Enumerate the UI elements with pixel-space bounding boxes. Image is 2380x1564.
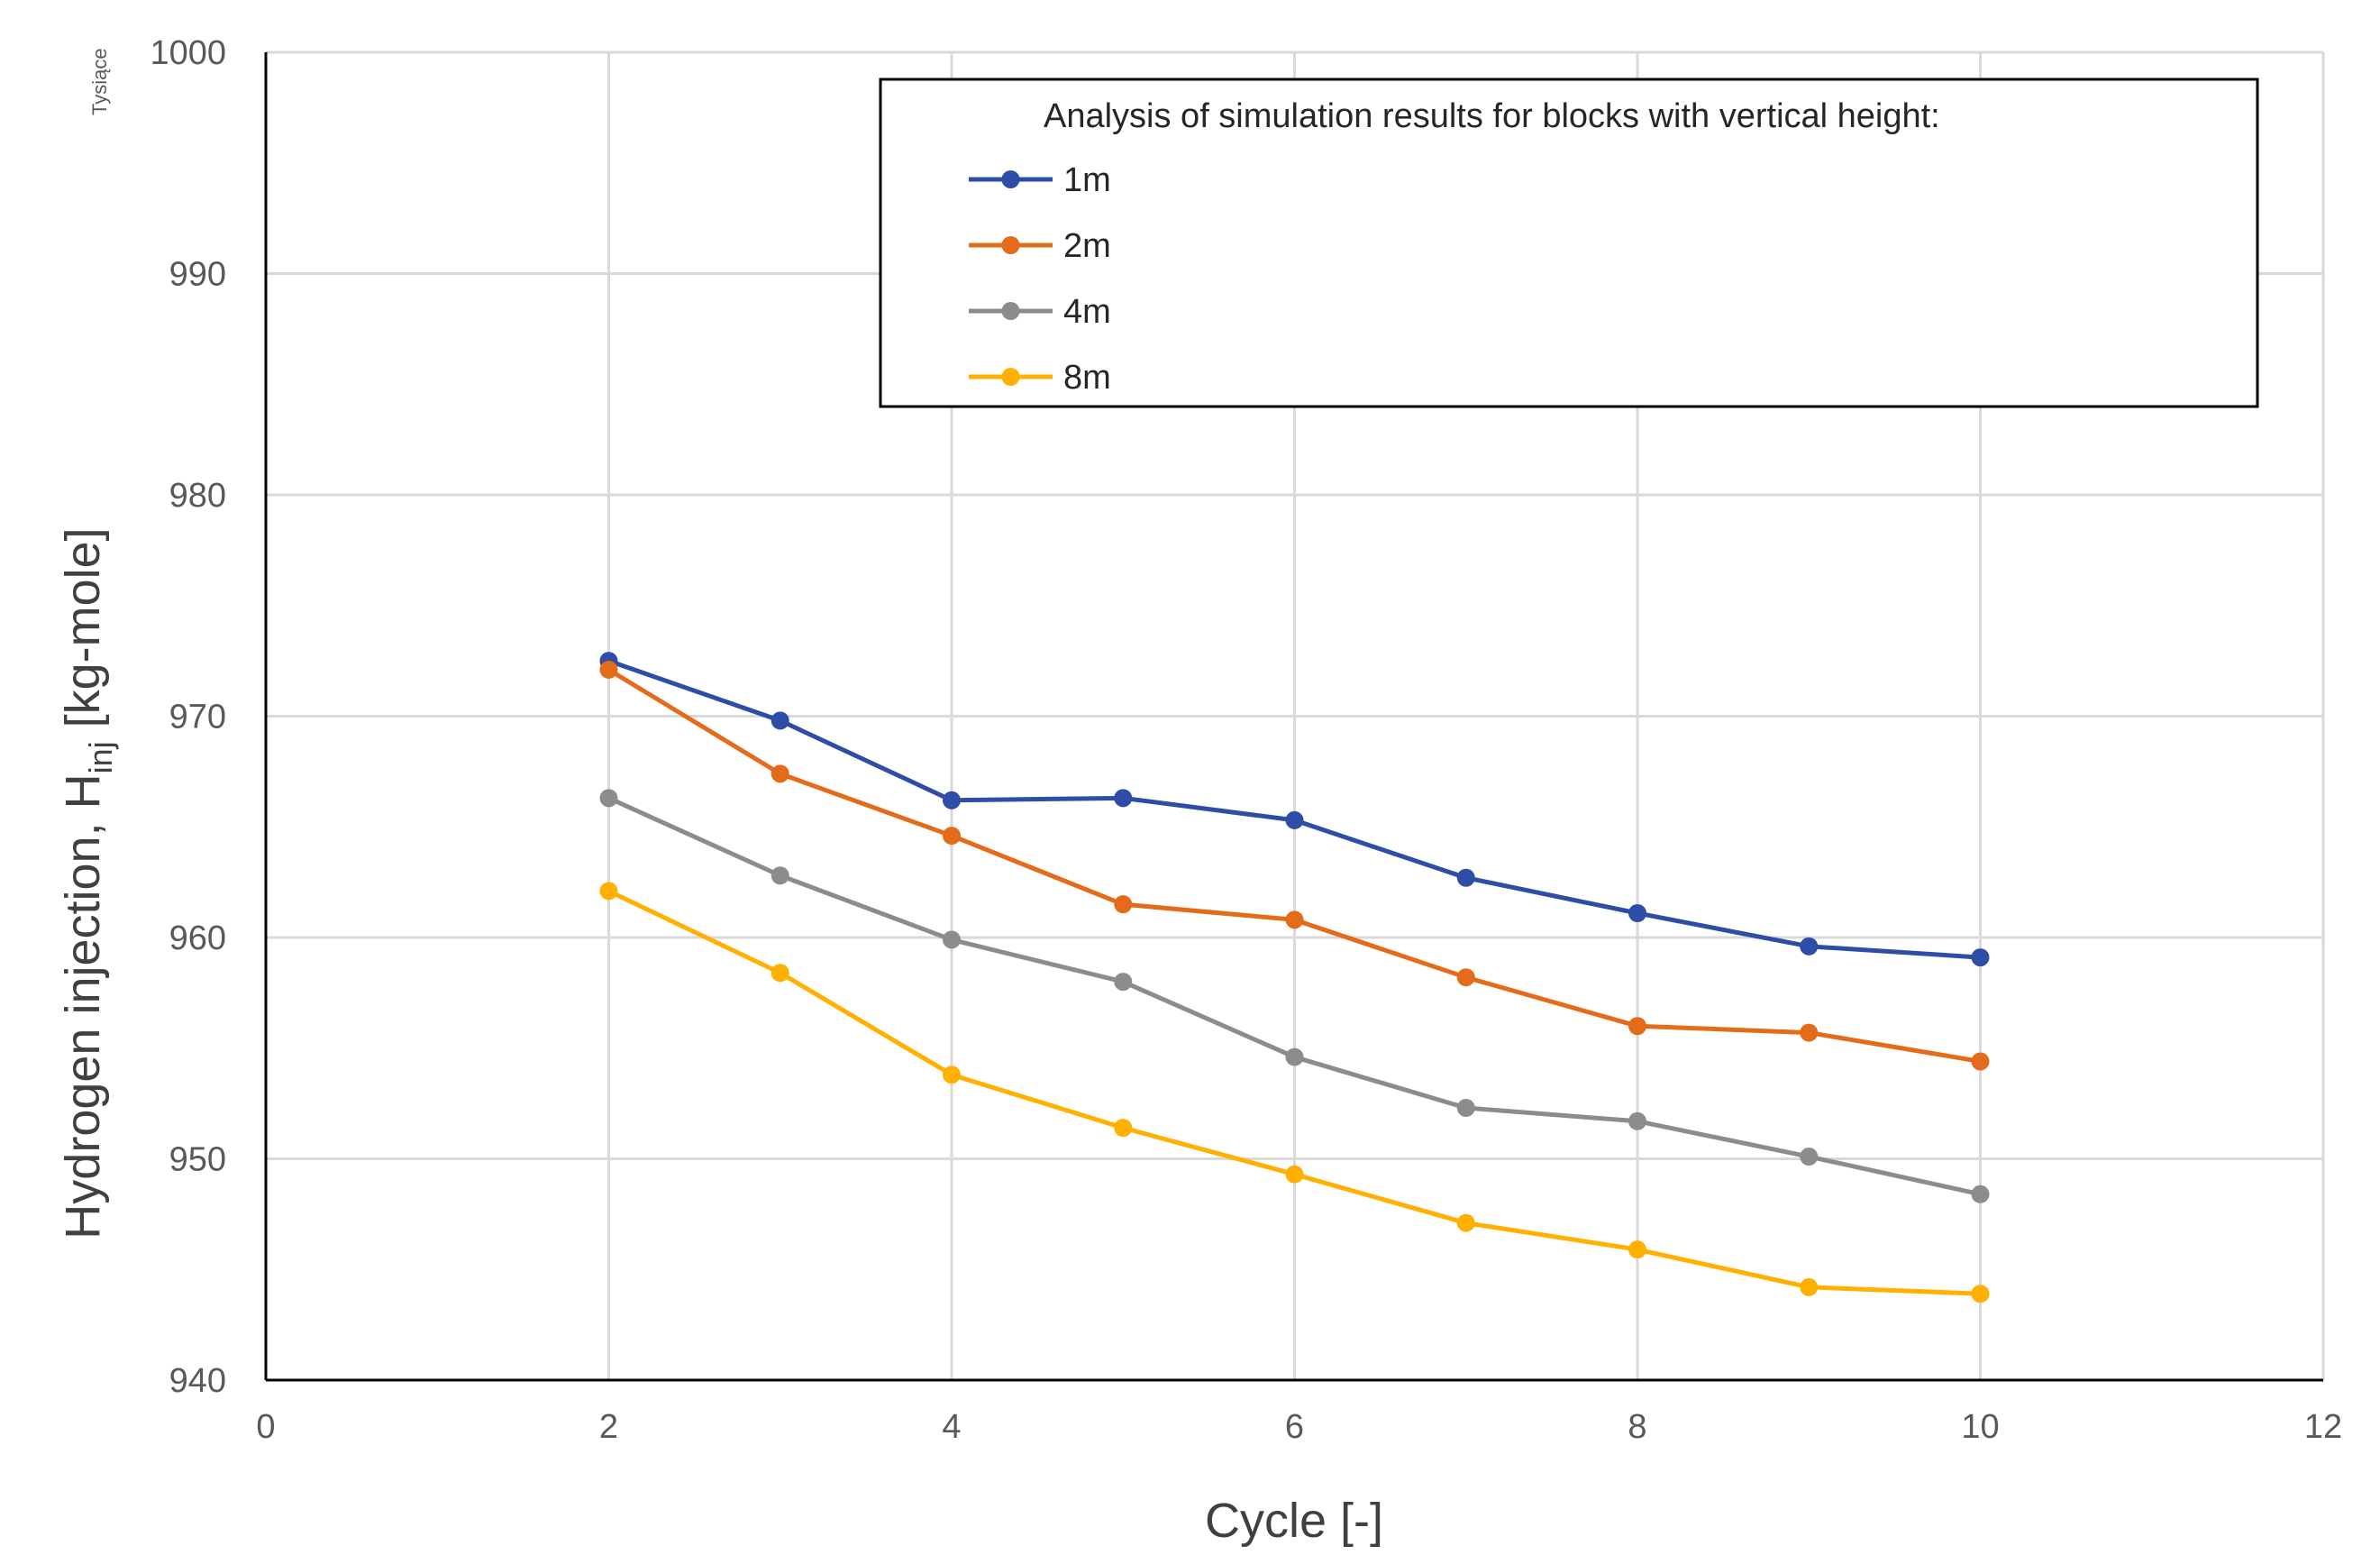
data-point-4m-cycle-2 xyxy=(599,789,618,808)
data-point-1m-cycle-5 xyxy=(1114,789,1133,808)
data-point-2m-cycle-4 xyxy=(943,827,961,846)
data-point-1m-cycle-7 xyxy=(1456,868,1475,887)
legend-entries: 1m 2m 4m 8m xyxy=(969,161,1111,397)
series-1m xyxy=(599,652,1990,967)
x-tick-label-6: 6 xyxy=(1285,1408,1304,1446)
data-point-8m-cycle-4 xyxy=(943,1066,961,1084)
data-point-4m-cycle-7 xyxy=(1456,1099,1475,1118)
data-point-2m-cycle-8 xyxy=(1628,1017,1646,1036)
x-tick-label-8: 8 xyxy=(1628,1408,1646,1446)
legend-label-1m: 1m xyxy=(1063,161,1111,199)
data-point-4m-cycle-4 xyxy=(943,930,961,949)
y-tick-label-970: 970 xyxy=(169,699,226,736)
data-point-8m-cycle-6 xyxy=(1285,1165,1304,1184)
data-point-4m-cycle-6 xyxy=(1285,1047,1304,1066)
data-point-1m-cycle-8 xyxy=(1628,903,1646,922)
x-tick-label-10: 10 xyxy=(1961,1408,1999,1446)
y-tick-label-950: 950 xyxy=(169,1141,226,1179)
legend-marker-2m xyxy=(1001,236,1020,254)
series-2m xyxy=(599,660,1990,1071)
data-point-8m-cycle-9 xyxy=(1800,1277,1819,1296)
legend: Analysis of simulation results for block… xyxy=(879,78,2259,408)
y-tick-label-980: 980 xyxy=(169,477,226,515)
y-axis-title-unit: [kg-mole] xyxy=(56,527,110,741)
x-tick-label-2: 2 xyxy=(599,1408,618,1446)
y-axis-title-subscript: inj xyxy=(82,741,119,773)
legend-entry-2m: 2m xyxy=(969,227,1111,265)
legend-label-4m: 4m xyxy=(1063,293,1111,331)
data-point-8m-cycle-7 xyxy=(1456,1213,1475,1232)
y-tick-label-990: 990 xyxy=(169,256,226,294)
data-point-1m-cycle-3 xyxy=(771,711,789,730)
series-8m xyxy=(599,882,1990,1303)
data-point-8m-cycle-2 xyxy=(599,882,618,901)
data-point-2m-cycle-2 xyxy=(599,660,618,679)
legend-entry-8m: 8m xyxy=(969,359,1111,397)
x-axis-title: Cycle [-] xyxy=(1205,1494,1383,1548)
x-tick-label-12: 12 xyxy=(2304,1408,2342,1446)
data-point-2m-cycle-10 xyxy=(1971,1052,1990,1071)
axes xyxy=(264,52,2323,1382)
data-point-2m-cycle-6 xyxy=(1285,910,1304,929)
data-point-2m-cycle-7 xyxy=(1456,968,1475,987)
series-4m xyxy=(599,789,1990,1203)
data-point-1m-cycle-4 xyxy=(943,791,961,809)
data-point-8m-cycle-5 xyxy=(1114,1119,1133,1138)
legend-marker-1m xyxy=(1001,170,1020,188)
legend-entry-4m: 4m xyxy=(969,293,1111,331)
y-tick-labels: 940 950 960 970 980 990 1000 xyxy=(150,34,226,1400)
data-point-8m-cycle-3 xyxy=(771,964,789,983)
legend-box xyxy=(879,78,2259,408)
y-axis-title-main: Hydrogen injection, H xyxy=(56,773,110,1239)
y-axis-title: Hydrogen injection, Hinj [kg-mole] xyxy=(56,527,119,1239)
data-point-8m-cycle-10 xyxy=(1971,1285,1990,1303)
legend-marker-8m xyxy=(1001,368,1020,386)
data-point-4m-cycle-10 xyxy=(1971,1184,1990,1203)
data-point-8m-cycle-8 xyxy=(1628,1240,1646,1259)
data-point-4m-cycle-5 xyxy=(1114,973,1133,992)
x-tick-label-4: 4 xyxy=(942,1408,961,1446)
data-point-1m-cycle-9 xyxy=(1800,937,1819,956)
data-point-2m-cycle-5 xyxy=(1114,895,1133,914)
data-point-1m-cycle-6 xyxy=(1285,810,1304,829)
y-unit-note: Tysiące xyxy=(88,48,111,115)
series-group xyxy=(599,652,1990,1303)
data-point-4m-cycle-8 xyxy=(1628,1111,1646,1130)
data-point-2m-cycle-3 xyxy=(771,764,789,783)
y-tick-label-940: 940 xyxy=(169,1362,226,1400)
data-point-1m-cycle-10 xyxy=(1971,948,1990,967)
data-point-4m-cycle-9 xyxy=(1800,1148,1819,1166)
data-point-2m-cycle-9 xyxy=(1800,1023,1819,1042)
legend-title: Analysis of simulation results for block… xyxy=(1044,97,1940,135)
x-tick-label-0: 0 xyxy=(256,1408,275,1446)
data-point-4m-cycle-3 xyxy=(771,866,789,885)
legend-label-2m: 2m xyxy=(1063,227,1111,265)
y-tick-label-1000: 1000 xyxy=(150,34,226,72)
y-tick-label-960: 960 xyxy=(169,919,226,957)
legend-marker-4m xyxy=(1001,302,1020,320)
x-tick-labels: 0 2 4 6 8 10 12 xyxy=(256,1408,2342,1446)
legend-entry-1m: 1m xyxy=(969,161,1111,199)
legend-label-8m: 8m xyxy=(1063,359,1111,397)
